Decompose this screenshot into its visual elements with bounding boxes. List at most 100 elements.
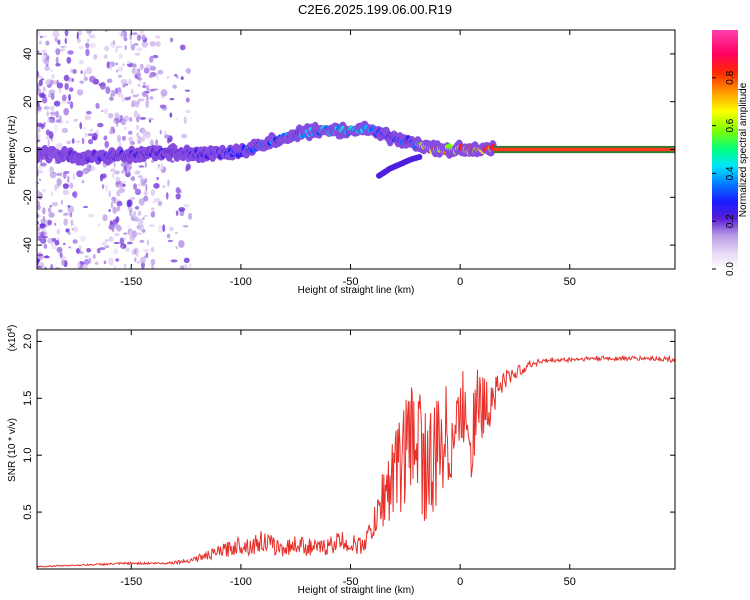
spectrogram-speckle [185,166,189,172]
spectrogram-speckle [149,139,154,147]
spectrogram-speckle [84,115,92,121]
spectrogram-speckle [157,200,163,207]
spectrogram-speckle [67,175,70,184]
spectrogram-speckle [49,112,57,115]
spectrogram-speckle [69,212,73,218]
spectrogram-speckle [80,235,87,242]
colorbar-ticks: 0.0 0.2 0.4 0.6 0.8 [712,70,736,276]
spectrogram-speckle [65,228,70,233]
spectrogram-speckle [56,178,62,186]
spectrogram-speckle [132,63,135,68]
spectrogram-speckle [52,30,60,38]
spectrogram-speckle [45,64,49,67]
spectrogram-speckle [162,224,166,233]
snr-panel: -150 -100 -50 0 50 0.5 1.0 1.5 2.0 Height of st… [7,325,676,596]
spectrogram-speckle [185,67,192,74]
snr-background [37,330,675,569]
spectrogram-speckle [153,197,161,202]
spectrogram-speckle [170,160,175,163]
spectrogram-speckle [110,126,115,131]
spectrogram-speckle [157,69,164,75]
spectrogram-speckle [62,170,67,179]
spectrogram-speckle [63,107,70,116]
spectrogram-speckle [120,118,127,126]
spectrogram-speckle [79,122,83,130]
spectrogram-speckle [143,195,149,202]
spectrogram-speckle [71,138,75,144]
spectrogram-speckle [142,217,145,220]
spectrogram-speckle [51,237,57,242]
spectrogram-speckle [51,74,55,79]
spectrogram-speckle [137,83,141,87]
spectrogram-speckle [113,247,119,255]
spectrogram-speckle [155,41,161,47]
spectrogram-speckle [37,165,43,173]
spectrogram-speckle [49,166,54,174]
spectrogram-speckle [103,260,107,265]
spectrogram-speckle [81,137,85,145]
spectrogram-speckle [125,171,131,178]
spectrogram-speckle [81,263,88,269]
spectrogram-speckle [131,230,138,238]
snr-series-line [37,354,675,569]
spectrogram-speckle [166,192,169,200]
spectrogram-speckle [128,78,132,85]
spectrogram-speckle [172,84,177,89]
spectrogram-speckle [123,37,128,42]
spectrogram-speckle [104,140,110,149]
spectrogram-speckle [136,68,141,72]
spectrogram-speckle [182,225,189,228]
spectrogram-speckle [139,239,145,243]
spectrogram-speckle [43,105,50,110]
spectrogram-speckle [37,105,42,111]
spectrogram-speckle [83,76,89,81]
spectrogram-speckle [170,259,178,263]
spectrogram-speckle [151,262,154,269]
spectrogram-speckle [140,256,146,264]
spectrogram-y-ticks: -40 -20 0 20 40 [22,48,675,253]
spectrogram-speckle [85,48,90,57]
spectrogram-speckle [101,173,107,179]
spectrogram-speckle [143,82,146,85]
spectrogram-speckle [149,65,157,71]
spectrogram-speckle [149,96,154,100]
spectrogram-speckle [97,223,101,227]
spectrogram-speckle [47,219,53,226]
spectrogram-speckle [141,34,146,41]
spectrogram-speckle [37,30,41,36]
spectrogram-speckle [115,87,118,94]
spectrogram-speckle [183,116,187,125]
spectrogram-speckle [115,258,120,262]
spectrogram-speckle [134,52,141,56]
spectrogram-speckle [129,117,133,122]
colorbar-tick-label: 0.2 [725,214,736,228]
spectrogram-speckle [78,266,83,269]
spectrogram-speckle [76,170,84,178]
spectrogram-speckle [46,110,49,118]
spectrogram-speckle [181,133,188,139]
spectrogram-speckle [54,222,57,226]
spectrogram-speckle [66,101,71,104]
spectrogram-speckle [133,43,139,47]
spectrogram-speckle [92,253,96,259]
spectrogram-speckle [98,247,106,250]
spectrogram-speckle [47,139,50,147]
spectrogram-speckle [134,188,142,196]
spectrogram-speckle [58,88,62,93]
spectrogram-speckle [130,88,134,95]
spectrogram-speckle [117,183,123,189]
spectrogram-x-tick-label: -150 [120,276,142,288]
spectrogram-speckle [117,91,123,98]
spectrogram-speckle [93,53,98,60]
spectrogram-speckle [156,72,159,81]
spectrogram-speckle [37,133,41,140]
spectrogram-marks [37,30,675,269]
spectrogram-speckle [66,56,72,64]
spectrogram-speckle [76,31,79,40]
spectrogram-speckle [101,242,108,246]
spectrogram-speckle [42,189,46,192]
spectrogram-speckle [84,258,90,266]
spectrogram-speckle [89,128,94,133]
spectrogram-speckle [130,100,137,107]
spectrogram-speckle [37,126,41,133]
